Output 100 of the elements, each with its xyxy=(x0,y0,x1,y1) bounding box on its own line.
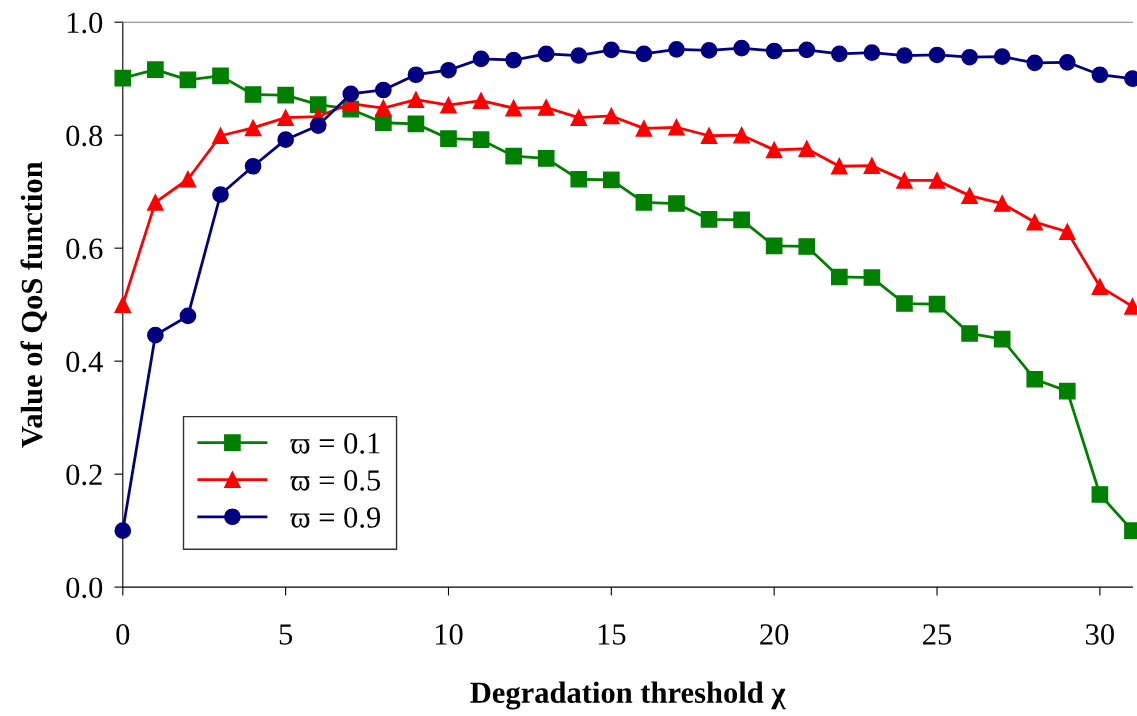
point xyxy=(863,44,881,62)
point xyxy=(570,47,588,64)
point xyxy=(505,147,522,165)
point xyxy=(505,99,522,117)
point xyxy=(700,211,718,228)
point xyxy=(505,51,522,69)
point xyxy=(668,40,685,58)
point xyxy=(928,46,946,64)
point xyxy=(375,114,392,132)
legend-label: ϖ = 0.5 xyxy=(290,470,381,491)
legend-label: ϖ = 0.1 xyxy=(290,433,380,454)
point xyxy=(1026,54,1044,72)
x-tick-label: 0 xyxy=(116,624,130,645)
point xyxy=(830,157,848,175)
point xyxy=(765,237,783,255)
point xyxy=(440,130,457,147)
point xyxy=(1091,66,1109,84)
point xyxy=(537,45,555,63)
point xyxy=(733,39,750,57)
point xyxy=(472,50,490,68)
point xyxy=(1091,278,1109,295)
point xyxy=(179,71,197,89)
x-tick-label: 5 xyxy=(279,624,293,645)
point xyxy=(309,117,327,134)
point xyxy=(700,42,718,59)
point xyxy=(733,126,750,144)
point xyxy=(212,127,229,145)
point xyxy=(1058,223,1076,241)
point xyxy=(277,86,294,104)
point xyxy=(212,186,229,203)
point xyxy=(244,119,262,137)
y-tick-label: 1.0 xyxy=(67,12,103,34)
point xyxy=(765,42,783,60)
point xyxy=(928,172,946,189)
point xyxy=(277,131,294,149)
point xyxy=(440,61,457,79)
point xyxy=(765,141,783,159)
point xyxy=(375,99,392,117)
point xyxy=(700,127,718,145)
point xyxy=(603,171,620,189)
y-tick-label: 0.8 xyxy=(66,125,103,147)
point xyxy=(179,170,197,188)
point xyxy=(1058,382,1076,400)
point xyxy=(798,140,816,158)
point xyxy=(863,157,881,175)
x-tick-label: 20 xyxy=(760,624,789,645)
point xyxy=(570,170,588,188)
point xyxy=(407,91,425,108)
point xyxy=(896,47,913,64)
point xyxy=(928,295,946,313)
point xyxy=(993,195,1011,212)
point xyxy=(407,115,425,133)
point xyxy=(472,131,490,149)
point xyxy=(212,67,229,85)
point xyxy=(342,85,360,103)
point xyxy=(537,99,555,116)
point xyxy=(603,107,620,125)
point xyxy=(961,325,978,342)
point xyxy=(114,296,132,313)
point xyxy=(179,307,197,325)
point xyxy=(733,211,750,229)
point xyxy=(309,96,327,114)
point xyxy=(472,92,490,110)
y-tick-label: 0.6 xyxy=(66,238,103,260)
point xyxy=(244,86,262,103)
point xyxy=(1026,370,1044,388)
x-tick-label: 25 xyxy=(923,624,952,645)
y-tick-label: 0.2 xyxy=(66,464,102,486)
point xyxy=(798,41,816,59)
point xyxy=(668,118,685,136)
x-tick-label: 15 xyxy=(598,624,626,645)
point xyxy=(993,330,1011,348)
point xyxy=(114,522,132,539)
x-tick-label: 10 xyxy=(435,624,463,645)
point xyxy=(635,120,653,137)
y-tick-label: 0.4 xyxy=(66,351,103,373)
point xyxy=(798,238,816,255)
x-axis-title: Degradation threshold χ xyxy=(470,681,786,710)
point xyxy=(1058,53,1076,71)
point xyxy=(961,48,978,66)
point xyxy=(147,194,164,211)
point xyxy=(244,157,262,175)
point xyxy=(830,268,848,286)
point xyxy=(407,66,425,84)
point xyxy=(277,109,294,127)
point xyxy=(147,61,164,78)
y-axis-title: Value of QoS function xyxy=(20,161,47,448)
point xyxy=(440,96,457,114)
point xyxy=(1091,486,1109,503)
x-tick-label: 30 xyxy=(1086,624,1114,645)
point xyxy=(570,109,588,127)
point xyxy=(635,45,653,63)
point xyxy=(635,194,653,211)
point xyxy=(375,81,392,99)
y-tick-label: 0.0 xyxy=(66,577,103,599)
point xyxy=(114,69,132,87)
point xyxy=(603,41,620,59)
point xyxy=(537,150,555,167)
point xyxy=(896,295,913,312)
point xyxy=(668,195,685,212)
